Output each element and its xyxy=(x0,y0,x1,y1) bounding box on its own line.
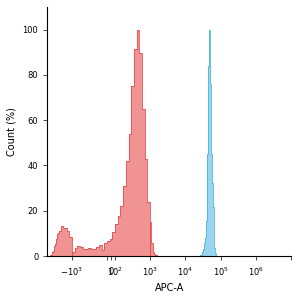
Polygon shape xyxy=(175,30,238,256)
Y-axis label: Count (%): Count (%) xyxy=(7,107,17,156)
X-axis label: APC-A: APC-A xyxy=(155,283,184,293)
Polygon shape xyxy=(47,30,175,256)
